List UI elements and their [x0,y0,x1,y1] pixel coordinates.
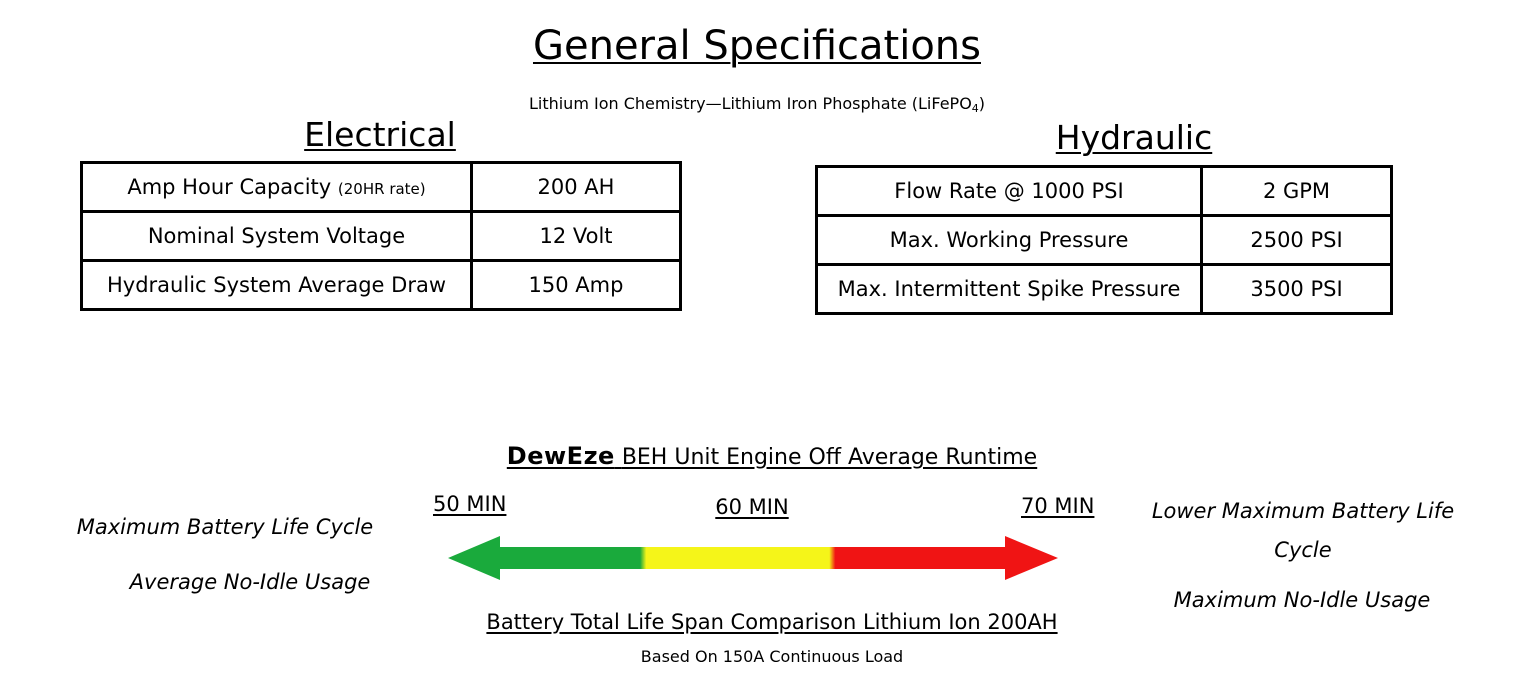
table-row: Amp Hour Capacity (20HR rate) 200 AH [80,161,682,213]
spec-label: Nominal System Voltage [80,210,473,262]
subtitle-subscript: 4 [971,102,979,115]
comparison-caption: Battery Total Life Span Comparison Lithi… [0,608,1514,636]
hydraulic-heading: Hydraulic [1055,118,1213,157]
spec-label-text: Amp Hour Capacity [127,175,332,199]
spec-value: 150 Amp [470,259,682,311]
spec-value: 2500 PSI [1200,214,1393,266]
min-label-60: 60 MIN [715,495,789,519]
table-row: Max. Working Pressure 2500 PSI [815,214,1393,266]
chemistry-subtitle: Lithium Ion Chemistry—Lithium Iron Phosp… [0,93,1514,120]
runtime-title: DewEze BEH Unit Engine Off Average Runti… [0,440,1514,474]
table-row: Flow Rate @ 1000 PSI 2 GPM [815,165,1393,217]
table-row: Max. Intermittent Spike Pressure 3500 PS… [815,263,1393,315]
table-row: Hydraulic System Average Draw 150 Amp [80,259,682,311]
min-label-70: 70 MIN [1021,494,1095,518]
page-title: General Specifications [532,23,981,69]
spec-label: Flow Rate @ 1000 PSI [815,165,1203,217]
spec-label: Max. Working Pressure [815,214,1203,266]
right-note-2: Maximum No-Idle Usage [1173,588,1431,612]
table-row: Nominal System Voltage 12 Volt [80,210,682,262]
spec-label: Hydraulic System Average Draw [80,259,473,311]
comparison-text: Battery Total Life Span Comparison Lithi… [486,610,1058,634]
runtime-gradient-arrow [448,536,1058,580]
arrow-shape [448,536,1058,580]
electrical-spec-table: Amp Hour Capacity (20HR rate) 200 AH Nom… [80,161,682,311]
runtime-title-text: BEH Unit Engine Off Average Runtime [621,445,1038,470]
brand-logo-text: DewEze [506,442,615,470]
hydraulic-spec-table: Flow Rate @ 1000 PSI 2 GPM Max. Working … [815,165,1393,315]
subtitle-text: Lithium Ion Chemistry—Lithium Iron Phosp… [528,94,972,113]
min-label-50: 50 MIN [433,492,507,516]
spec-value: 2 GPM [1200,165,1393,217]
spec-value: 200 AH [470,161,682,213]
subtitle-close: ) [978,94,986,113]
left-note-2: Average No-Idle Usage [129,570,371,594]
spec-label: Max. Intermittent Spike Pressure [815,263,1203,315]
spec-label: Amp Hour Capacity (20HR rate) [80,161,473,213]
spec-value: 3500 PSI [1200,263,1393,315]
spec-label-note: (20HR rate) [337,180,426,198]
left-note-1: Maximum Battery Life Cycle [76,515,374,539]
spec-value: 12 Volt [470,210,682,262]
right-note-1: Lower Maximum Battery Life Cycle [1151,499,1455,562]
electrical-heading: Electrical [304,115,456,154]
based-on-note: Based On 150A Continuous Load [640,647,904,666]
